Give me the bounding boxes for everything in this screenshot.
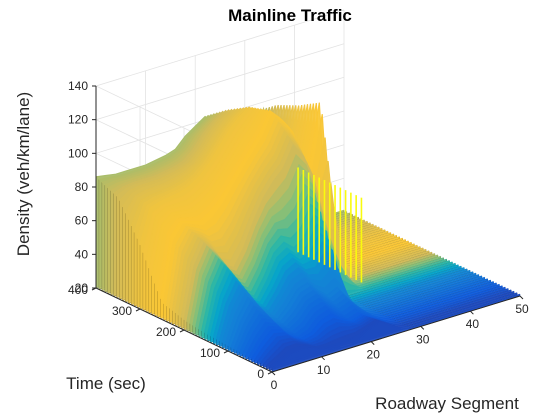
y-tick-mark (267, 371, 273, 375)
y-tick-label: 0 (257, 367, 264, 381)
x-tick-mark (321, 356, 325, 361)
axis-tick-labels: 0102030405001002003004002040608010012014… (68, 79, 529, 392)
z-tick-label: 120 (68, 113, 88, 127)
waterfall-slice-ridge (247, 282, 497, 358)
y-tick-mark (135, 308, 141, 312)
z-tick-label: 20 (75, 281, 89, 295)
y-tick-label: 100 (200, 346, 220, 360)
x-axis-label: Roadway Segment (375, 394, 519, 413)
x-tick-mark (470, 310, 474, 315)
y-tick-label: 300 (112, 304, 132, 318)
waterfall-slice-ridge (242, 279, 491, 355)
z-tick-label: 100 (68, 146, 88, 160)
x-tick-mark (420, 326, 425, 330)
x-tick-mark (519, 295, 524, 300)
z-tick-label: 40 (75, 247, 89, 261)
waterfall-surface (95, 102, 521, 373)
x-tick-label: 20 (367, 348, 381, 362)
z-tick-label: 140 (68, 79, 88, 93)
x-tick-label: 0 (271, 378, 278, 392)
z-tick-label: 80 (75, 180, 89, 194)
x-tick-label: 40 (466, 317, 480, 331)
y-tick-mark (179, 329, 185, 333)
z-axis-label: Density (veh/km/lane) (14, 92, 33, 256)
x-tick-mark (370, 341, 375, 345)
waterfall-slice-ridge (271, 293, 521, 370)
y-axis-label: Time (sec) (66, 374, 146, 393)
x-tick-label: 50 (515, 302, 529, 316)
x-tick-mark (271, 371, 276, 376)
x-axis-line (271, 295, 521, 373)
waterfall-slice-ridge (245, 281, 494, 356)
y-tick-label: 200 (156, 325, 176, 339)
chart-title: Mainline Traffic (228, 6, 352, 25)
waterfall-slice-ridge (165, 116, 415, 307)
waterfall-slice-ridge (162, 112, 412, 304)
waterfall-slice-ridge (168, 121, 418, 309)
x-tick-label: 30 (416, 332, 430, 346)
y-tick-mark (223, 350, 229, 354)
x-tick-label: 10 (317, 363, 331, 377)
z-tick-label: 60 (75, 214, 89, 228)
y-tick-label: 400 (68, 283, 88, 297)
